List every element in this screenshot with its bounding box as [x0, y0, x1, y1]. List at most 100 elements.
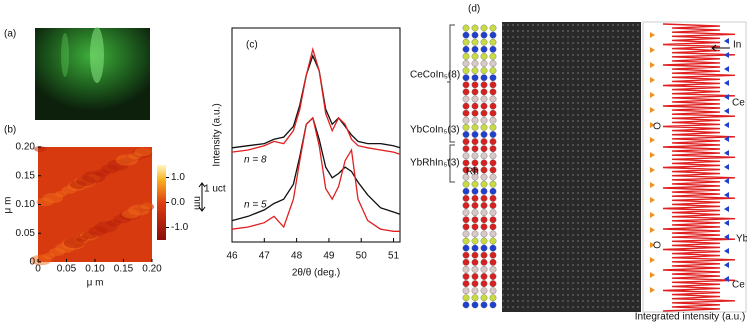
- atom: [471, 88, 479, 96]
- atom: [489, 145, 497, 153]
- atom: [480, 102, 488, 110]
- marker-tri: [724, 164, 729, 170]
- x-tick-label: 49: [323, 251, 335, 262]
- atom: [462, 38, 470, 46]
- y-tick-label: 0.20: [16, 142, 36, 153]
- x-tick-label: 0: [35, 264, 41, 275]
- marker-tri: [724, 108, 729, 114]
- atom: [462, 251, 470, 259]
- layer-label: YbRhIn₅(3): [410, 158, 460, 169]
- atom: [462, 280, 470, 287]
- atom: [480, 301, 488, 309]
- atom: [462, 294, 470, 302]
- layer-label: YbCoIn₅(3): [410, 125, 460, 136]
- atom: [489, 81, 497, 89]
- marker-tri: [650, 167, 655, 173]
- atom: [462, 31, 470, 39]
- atom: [489, 95, 497, 103]
- marker-label: Ce: [732, 98, 745, 109]
- atom: [480, 45, 488, 53]
- panel-label: (a): [4, 29, 16, 40]
- atom: [462, 131, 470, 138]
- marker-tri: [724, 136, 729, 142]
- atom: [489, 273, 497, 280]
- atom: [489, 24, 497, 32]
- x-axis-label: 2θ/θ (deg.): [292, 268, 340, 279]
- atom: [489, 45, 497, 53]
- layer-label: CeCoIn₅(8): [410, 70, 460, 81]
- bracket: [447, 24, 455, 183]
- atom: [471, 159, 479, 167]
- atom: [480, 209, 488, 217]
- atom: [489, 31, 497, 39]
- atom: [471, 109, 479, 117]
- atom: [489, 301, 497, 309]
- x-tick-label: 0.20: [142, 264, 162, 275]
- stem-image: [502, 22, 641, 312]
- colorbar-unit: nm: [191, 196, 202, 210]
- atom: [480, 216, 488, 224]
- atom: [489, 173, 497, 181]
- marker-tri: [724, 206, 729, 212]
- marker-tri: [724, 178, 729, 184]
- atom: [489, 230, 497, 238]
- marker-tri: [724, 234, 729, 240]
- atom: [462, 109, 470, 117]
- atom: [471, 216, 479, 224]
- atom: [471, 67, 479, 75]
- atom: [462, 244, 470, 252]
- atom: [471, 53, 479, 60]
- atom: [462, 159, 470, 167]
- atom: [462, 24, 470, 32]
- atom: [462, 237, 470, 245]
- y-tick-label: 0.15: [16, 170, 36, 181]
- atom: [480, 88, 488, 96]
- atom: [480, 109, 488, 117]
- atom: [471, 223, 479, 231]
- atom: [489, 258, 497, 266]
- atom: [480, 223, 488, 231]
- atom: [462, 67, 470, 75]
- atom: [489, 138, 497, 146]
- atom: [471, 166, 479, 174]
- atom: [471, 287, 479, 295]
- marker-tri: [650, 77, 655, 83]
- atom: [471, 251, 479, 259]
- atom: [489, 109, 497, 117]
- atom: [480, 294, 488, 302]
- colorbar: [157, 165, 166, 240]
- atom: [462, 187, 470, 195]
- atom: [489, 67, 497, 75]
- atom: [489, 53, 497, 60]
- atom: [471, 60, 479, 67]
- afm-texture: [34, 146, 46, 152]
- atom: [489, 102, 497, 110]
- atom: [471, 280, 479, 287]
- atom: [489, 60, 497, 67]
- marker-tri: [724, 94, 729, 100]
- atom: [471, 194, 479, 202]
- atom: [480, 166, 488, 174]
- atom: [462, 287, 470, 295]
- atom: [471, 45, 479, 53]
- marker-tri: [650, 272, 655, 278]
- marker-tri: [650, 62, 655, 68]
- afm-map: [38, 147, 152, 262]
- atom: [480, 258, 488, 266]
- atom: [471, 173, 479, 181]
- curve: [231, 116, 401, 222]
- atom: [471, 81, 479, 89]
- marker-label: Ce: [732, 280, 745, 291]
- afm-texture: [63, 237, 85, 249]
- atom: [480, 187, 488, 195]
- atom: [462, 180, 470, 188]
- y-tick-label: 0.05: [16, 228, 36, 239]
- plot-frame: [231, 27, 401, 243]
- atom: [471, 237, 479, 245]
- atom: [471, 202, 479, 209]
- atom: [471, 138, 479, 146]
- atom: [489, 124, 497, 131]
- atom: [489, 194, 497, 202]
- x-axis-label: Integrated intensity (a.u.): [635, 312, 746, 323]
- atom: [480, 145, 488, 153]
